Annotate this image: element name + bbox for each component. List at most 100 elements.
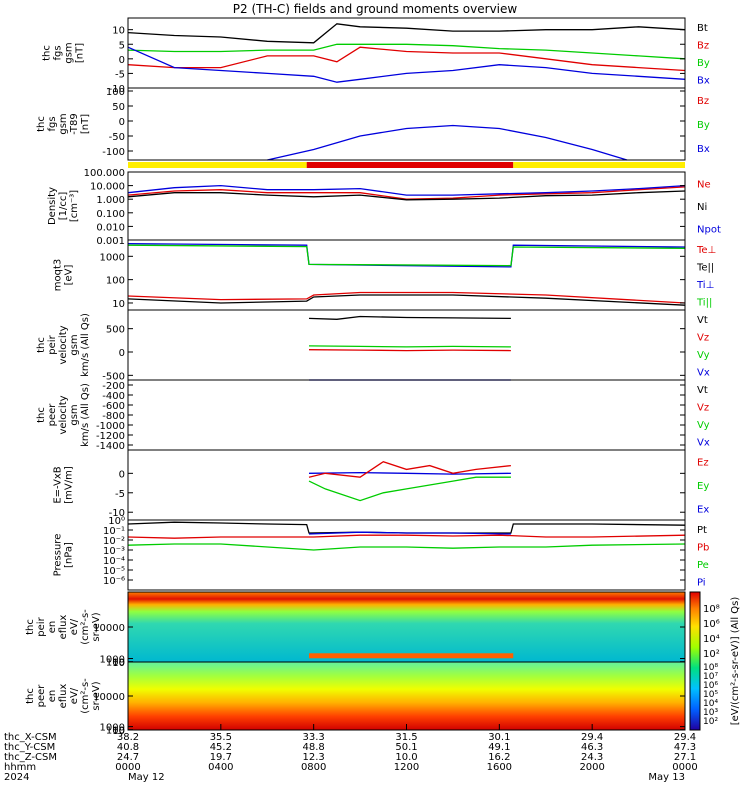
y-tick-label: 0	[119, 55, 125, 66]
x-tick-label: 49.1	[488, 742, 510, 753]
colorbar-tick-label: 10⁶	[703, 619, 720, 630]
legend-entry: Vy	[697, 350, 710, 361]
y-tick-label: -5	[115, 69, 125, 80]
legend-entry: Vz	[697, 402, 709, 413]
panel-frame	[127, 87, 686, 161]
legend-entry: Te||	[696, 262, 714, 273]
panel-bar_state	[128, 162, 685, 168]
y-tick-label: 10⁻³	[103, 546, 125, 557]
y-axis-label: velocity	[58, 325, 69, 364]
series-line-Ti||	[127, 244, 686, 267]
series-line-Vt	[308, 315, 511, 320]
x-tick-label: 29.4	[674, 732, 696, 743]
y-axis-label: gsm	[64, 42, 75, 63]
y-axis-label: thc	[36, 407, 47, 423]
panel-density: 0.001 0.010 0.100 1.000 10.000 100.000 Density…	[47, 168, 721, 247]
y-axis-label: fgs	[47, 116, 58, 131]
y-axis-label: km/s (All Qs)	[80, 313, 91, 377]
series-line-Bz	[127, 46, 686, 72]
y-axis-label: [mV/m]	[64, 466, 75, 504]
y-tick-label: 0.010	[96, 222, 125, 233]
legend-entry: Ez	[697, 458, 709, 469]
y-tick-label: -400	[102, 391, 125, 402]
legend-entry: Vy	[697, 420, 710, 431]
legend-entry: Ni	[697, 202, 707, 213]
y-axis-label: eV/	[69, 618, 80, 635]
x-tick-label: 47.3	[674, 742, 696, 753]
panel-peer_velocity: -1400-1200-1000-800-600-400-200 thc peer ve…	[36, 379, 710, 452]
series-line-Vy	[308, 345, 511, 348]
y-tick-label: 100	[106, 726, 125, 737]
y-tick-label: -50	[109, 132, 125, 143]
y-axis-label: eflux	[58, 615, 69, 640]
panel-frame	[127, 309, 686, 381]
state-bar-segment	[128, 162, 307, 168]
y-tick-label: -5	[115, 489, 125, 500]
state-bar-segment	[513, 162, 685, 168]
y-axis-label: (cm²-s-	[80, 678, 91, 714]
y-axis-label: thc	[36, 337, 47, 353]
spectrogram-band	[309, 653, 514, 659]
y-axis-label: gsm	[58, 113, 69, 134]
colorbar-tick-label: 10⁶	[703, 681, 718, 691]
x-tick-label: 0000	[672, 762, 697, 773]
colorbar-tick-label: 10³	[703, 708, 718, 718]
colorbar-tick-label: 10²	[703, 717, 718, 727]
y-axis-label: sr-eV)	[91, 612, 102, 641]
series-line-Vz	[308, 349, 511, 352]
x-tick-label: 27.1	[674, 752, 696, 763]
legend-entry: Pb	[697, 542, 709, 553]
y-axis-label: [nPa]	[64, 542, 75, 568]
y-axis-label: velocity	[58, 395, 69, 434]
y-axis-label: [1/cc]	[58, 192, 69, 221]
y-axis-label: E=-VxB	[53, 466, 64, 503]
x-tick-label: May 12	[128, 772, 165, 783]
panel-frame	[127, 519, 686, 591]
legend-entry: Bx	[697, 144, 710, 155]
y-tick-label: 5	[119, 40, 125, 51]
colorbar-tick-label: 10⁵	[703, 690, 718, 700]
series-line-Ey	[308, 476, 511, 502]
y-tick-label: 100	[106, 658, 125, 669]
y-axis-label: thc	[25, 688, 36, 704]
x-tick-label: 10.0	[395, 752, 417, 763]
panel-e_field: -10 -5 0 E=-VxB [mV/m] Ez Ey Ex	[53, 449, 709, 521]
panel-thc_fgs_gsm_T89: -100 -50 0 50 100 thc fgs gsm -T89 [nT] Bz By Bx	[36, 87, 710, 161]
y-axis-label: moqt3	[53, 259, 64, 292]
series-line-Bx	[127, 46, 686, 83]
legend-entry: Te⊥	[696, 245, 716, 256]
y-tick-label: -100	[102, 147, 125, 158]
legend-entry: By	[697, 120, 710, 131]
y-tick-label: 10	[112, 658, 125, 669]
y-tick-label: -500	[102, 371, 125, 382]
colorbar-tick-label: 10⁷	[703, 672, 718, 682]
panel-frame	[127, 171, 686, 241]
y-axis-label: fgs	[53, 45, 64, 60]
y-axis-label: Density	[47, 187, 58, 225]
y-tick-label: 1.000	[96, 195, 125, 206]
y-axis-label: eV/	[69, 687, 80, 704]
series-line-Pe	[127, 543, 686, 551]
y-axis-label: thc	[36, 116, 47, 132]
x-tick-label: 38.2	[117, 732, 139, 743]
y-axis-label: en	[47, 690, 58, 703]
x-tick-label: 0400	[208, 762, 233, 773]
y-axis-label: [nT]	[80, 114, 91, 134]
colorbar	[689, 591, 701, 731]
series-line-Te||	[127, 294, 686, 306]
state-bar-segment	[306, 162, 514, 168]
x-tick-label: 12.3	[303, 752, 325, 763]
x-row-label: hhmm	[4, 762, 36, 773]
x-tick-label: 46.3	[581, 742, 603, 753]
y-tick-label: 10000	[93, 692, 125, 703]
y-tick-label: -1200	[96, 431, 125, 442]
panel-frame	[127, 449, 686, 521]
series-line-Ni	[127, 190, 686, 201]
y-tick-label: 100	[106, 276, 125, 287]
legend-entry: Vx	[697, 437, 710, 448]
series-line-Ex	[308, 471, 511, 475]
legend-entry: Bt	[697, 23, 708, 34]
